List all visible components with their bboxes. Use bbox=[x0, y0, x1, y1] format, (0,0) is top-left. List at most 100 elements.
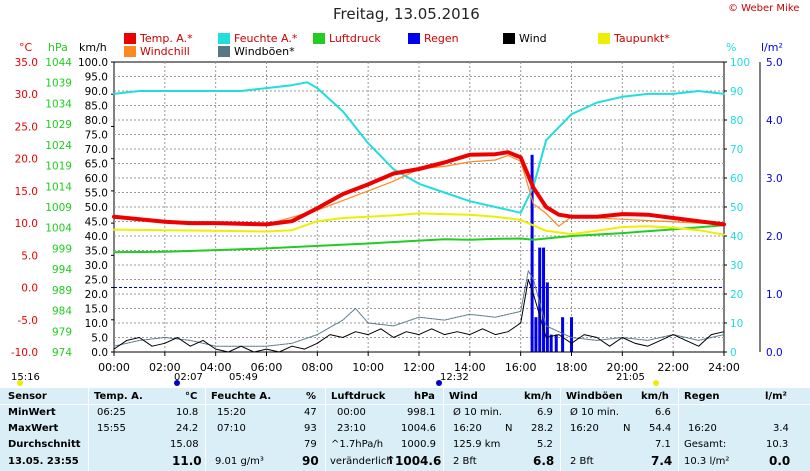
gusts-avg2: 7.1 bbox=[655, 439, 671, 450]
pressure-current: 1004.6 bbox=[395, 454, 442, 468]
rain-unit: l/m² bbox=[765, 391, 787, 402]
temp-max-time: 15:55 bbox=[97, 423, 126, 434]
legend-dewpoint: Taupunkt* bbox=[598, 32, 670, 45]
wind-current: 6.8 bbox=[533, 454, 555, 468]
y-tick-rain: 1.0 bbox=[766, 289, 783, 301]
temp-max: 24.2 bbox=[176, 423, 199, 434]
y-tick-hpa: 1019 bbox=[45, 161, 72, 173]
y-tick-kmh: 65.0 bbox=[85, 159, 108, 171]
row-label-min: MinWert bbox=[8, 407, 56, 418]
y-tick-kmh: 90.0 bbox=[85, 86, 108, 98]
rain-bar bbox=[549, 334, 553, 352]
y-tick-hpa: 1039 bbox=[45, 78, 72, 90]
marker-sunrise2: 05:49 bbox=[229, 372, 258, 383]
y-tick-hpa: 1029 bbox=[45, 119, 72, 131]
y-tick-hpa: 989 bbox=[52, 285, 72, 297]
y-tick-kmh: 60.0 bbox=[85, 173, 108, 185]
y-tick-kmh: 70.0 bbox=[85, 144, 108, 156]
y-tick-kmh: 45.0 bbox=[85, 217, 108, 229]
y-tick-kmh: 85.0 bbox=[85, 101, 108, 113]
y-tick-celsius: 15.0 bbox=[15, 186, 38, 198]
y-tick-hpa: 1009 bbox=[45, 202, 72, 214]
unit-hpa: hPa bbox=[48, 41, 68, 54]
y-tick-kmh: 35.0 bbox=[85, 246, 108, 258]
humidity-min: 47 bbox=[304, 407, 317, 418]
wind-max-time: 16:20 bbox=[453, 423, 482, 434]
x-tick-label: 06:00 bbox=[251, 361, 283, 374]
gusts-avg-label: Ø 10 min. bbox=[570, 407, 619, 418]
humidity-unit: % bbox=[306, 391, 317, 402]
legend-pressure: Luftdruck bbox=[313, 32, 381, 45]
rain-max-time: 16:20 bbox=[688, 423, 717, 434]
marker-sunset: 21:05 bbox=[616, 372, 645, 383]
wind-max: 28.2 bbox=[531, 423, 554, 434]
unit-rain: l/m² bbox=[761, 41, 783, 54]
legend-swatch-temp bbox=[124, 33, 136, 44]
legend-rain: Regen bbox=[408, 32, 459, 45]
y-tick-kmh: 25.0 bbox=[85, 275, 108, 287]
series-line-feuchtea bbox=[113, 81, 725, 214]
y-tick-rain: 0.0 bbox=[766, 347, 783, 359]
x-tick-label: 10:00 bbox=[352, 361, 384, 374]
y-tick-hpa: 979 bbox=[52, 326, 72, 338]
x-tick-label: 12:00 bbox=[403, 361, 435, 374]
marker-bar bbox=[0, 376, 810, 388]
rain-bar bbox=[570, 317, 573, 352]
legend-swatch-wind bbox=[503, 33, 515, 44]
rain-bar bbox=[561, 317, 565, 352]
y-tick-percent: 60 bbox=[730, 173, 743, 185]
y-tick-percent: 50 bbox=[730, 202, 743, 214]
pressure-trend-text: veränderlich bbox=[330, 456, 393, 467]
y-tick-celsius: -10.0 bbox=[11, 347, 38, 359]
temp-min: 10.8 bbox=[176, 407, 199, 418]
y-tick-rain: 4.0 bbox=[766, 115, 783, 127]
humidity-avg: 79 bbox=[304, 439, 317, 450]
humidity-header: Feuchte A. bbox=[211, 391, 272, 402]
wind-bft: 2 Bft bbox=[453, 456, 477, 467]
series-line-taupunkt bbox=[113, 212, 725, 236]
y-tick-kmh: 20.0 bbox=[85, 289, 108, 301]
x-tick-label: 18:00 bbox=[556, 361, 588, 374]
y-tick-percent: 30 bbox=[730, 260, 743, 272]
wind-avg-label: Ø 10 min. bbox=[453, 407, 502, 418]
x-tick-label: 14:00 bbox=[454, 361, 486, 374]
pressure-trend: ^1.7hPa/h bbox=[331, 439, 384, 450]
rain-current: 0.0 bbox=[769, 454, 791, 468]
y-tick-celsius: 25.0 bbox=[15, 121, 38, 133]
wind-dir: N bbox=[505, 423, 513, 434]
legend-windchill: Windchill bbox=[124, 45, 190, 58]
legend-swatch-gusts bbox=[218, 46, 230, 57]
row-label-max: MaxWert bbox=[8, 423, 59, 434]
temp-avg: 15.08 bbox=[170, 439, 199, 450]
y-tick-celsius: -5.0 bbox=[18, 315, 39, 327]
y-tick-kmh: 95.0 bbox=[85, 72, 108, 84]
rain-rate: 10.3 l/m² bbox=[684, 456, 730, 467]
y-tick-hpa: 1014 bbox=[45, 181, 72, 193]
gusts-header: Windböen bbox=[566, 391, 623, 402]
humidity-min-time: 15:20 bbox=[217, 407, 246, 418]
y-tick-rain: 2.0 bbox=[766, 231, 783, 243]
gusts-dir: N bbox=[623, 423, 631, 434]
gusts-max: 54.4 bbox=[649, 423, 672, 434]
rain-bar bbox=[554, 334, 558, 352]
marker-symbol bbox=[17, 380, 23, 386]
legend-label-gusts: Windböen* bbox=[234, 45, 295, 58]
legend-swatch-humidity bbox=[218, 33, 230, 44]
y-tick-celsius: 30.0 bbox=[15, 89, 38, 101]
temp-current: 11.0 bbox=[172, 454, 202, 468]
y-tick-percent: 100 bbox=[730, 57, 750, 69]
temp-unit: °C bbox=[185, 391, 198, 402]
y-tick-hpa: 984 bbox=[52, 306, 72, 318]
pressure-max: 1004.6 bbox=[401, 423, 436, 434]
stats-table: Sensor MinWert MaxWert Durchschnitt 13.0… bbox=[0, 388, 810, 471]
x-tick-label: 16:00 bbox=[505, 361, 537, 374]
legend-label-temp: Temp. A.* bbox=[140, 32, 193, 45]
gusts-current: 7.4 bbox=[651, 454, 673, 468]
y-tick-celsius: 0.0 bbox=[21, 283, 38, 295]
gusts-max-time: 16:20 bbox=[570, 423, 599, 434]
y-tick-hpa: 994 bbox=[52, 264, 72, 276]
pressure-header: Luftdruck bbox=[331, 391, 386, 402]
y-tick-celsius: 10.0 bbox=[15, 218, 38, 230]
pressure-min-time: 00:00 bbox=[337, 407, 366, 418]
rain-header: Regen bbox=[684, 391, 720, 402]
